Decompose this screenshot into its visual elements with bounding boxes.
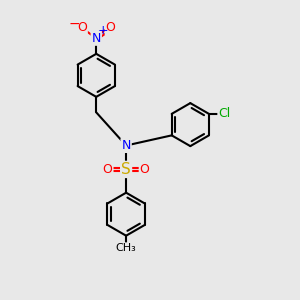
Text: N: N (92, 32, 101, 45)
Text: Cl: Cl (218, 107, 231, 120)
Text: +: + (98, 24, 108, 38)
Text: −: − (69, 17, 80, 31)
Text: O: O (106, 21, 116, 34)
Text: CH₃: CH₃ (116, 243, 136, 253)
Text: S: S (121, 162, 131, 177)
Text: O: O (103, 163, 112, 176)
Text: N: N (122, 139, 131, 152)
Text: O: O (140, 163, 150, 176)
Text: O: O (77, 21, 87, 34)
